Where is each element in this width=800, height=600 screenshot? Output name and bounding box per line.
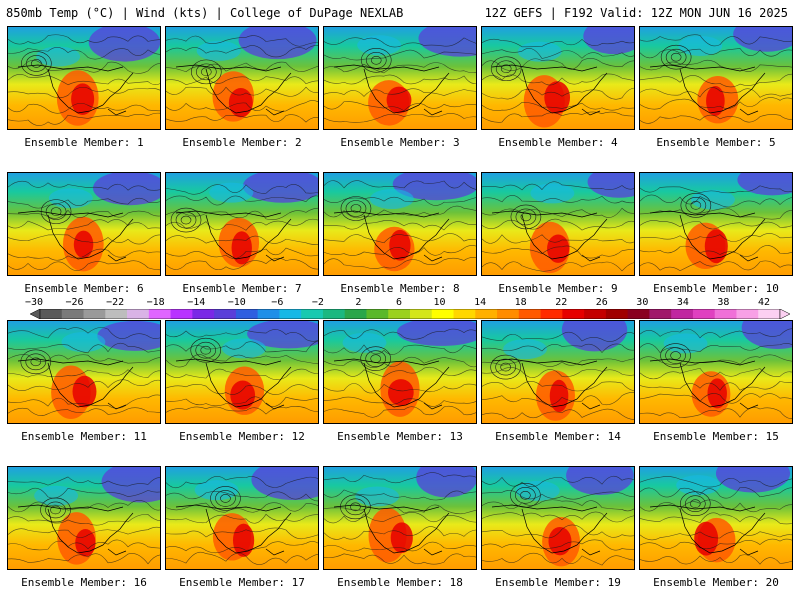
colorbar-segment <box>388 309 411 319</box>
colorbar-segment <box>344 309 367 319</box>
ensemble-member-label: Ensemble Member: 11 <box>21 430 147 443</box>
ensemble-member-label: Ensemble Member: 15 <box>653 430 779 443</box>
colorbar-tick-label: −30 <box>24 297 44 308</box>
ensemble-map-panel <box>639 172 793 276</box>
colorbar-segment <box>192 309 215 319</box>
ensemble-member-label: Ensemble Member: 12 <box>179 430 305 443</box>
colorbar-segment <box>649 309 672 319</box>
colorbar-tick-label: 10 <box>433 297 446 308</box>
ensemble-map-panel <box>7 466 161 570</box>
ensemble-map-panel <box>165 172 319 276</box>
colorbar-segment <box>61 309 85 319</box>
colorbar-tick-label: 26 <box>595 297 608 308</box>
colorbar-tick-label: −10 <box>227 297 246 308</box>
colorbar-tick-label: −14 <box>187 297 206 308</box>
colorbar-tick-label: 14 <box>474 297 487 308</box>
ensemble-member-label: Ensemble Member: 20 <box>653 576 779 589</box>
colorbar-segment <box>758 309 781 319</box>
colorbar-segment <box>431 309 455 319</box>
ensemble-member-label: Ensemble Member: 2 <box>182 136 302 149</box>
ensemble-member-label: Ensemble Member: 19 <box>495 576 621 589</box>
ensemble-map-panel <box>639 320 793 424</box>
colorbar-segment <box>105 309 128 319</box>
colorbar-segment <box>322 309 346 319</box>
ensemble-member-label: Ensemble Member: 4 <box>498 136 618 149</box>
chart-title: 850mb Temp (°C) | Wind (kts) | College o… <box>6 6 404 20</box>
colorbar-right-arrow <box>779 309 790 319</box>
ensemble-map-panel <box>7 172 161 276</box>
ensemble-member-label: Ensemble Member: 18 <box>337 576 463 589</box>
colorbar-segment <box>214 309 237 319</box>
ensemble-member-label: Ensemble Member: 10 <box>653 282 779 295</box>
colorbar-tick-label: 2 <box>355 297 362 308</box>
ensemble-map-panel <box>481 320 635 424</box>
colorbar-segment <box>692 309 716 319</box>
ensemble-map-panel <box>165 26 319 130</box>
ensemble-map-panel <box>481 466 635 570</box>
ensemble-map-panel <box>7 26 161 130</box>
ensemble-member-label: Ensemble Member: 9 <box>498 282 618 295</box>
ensemble-member-label: Ensemble Member: 3 <box>340 136 460 149</box>
colorbar-tick-label: −2 <box>311 297 324 308</box>
colorbar-segment <box>540 309 563 319</box>
colorbar-segment <box>605 309 629 319</box>
colorbar-tick-label: 42 <box>757 297 771 308</box>
ensemble-map-panel <box>323 320 477 424</box>
ensemble-member-label: Ensemble Member: 16 <box>21 576 147 589</box>
colorbar-segment <box>279 309 302 319</box>
colorbar-tick-label: 6 <box>395 297 403 308</box>
colorbar-segment <box>410 309 433 319</box>
colorbar-tick-label: 38 <box>717 297 730 308</box>
colorbar-tick-label: −22 <box>106 297 125 308</box>
colorbar-segment <box>235 309 259 319</box>
colorbar-segment <box>475 309 498 319</box>
ensemble-member-label: Ensemble Member: 7 <box>182 282 302 295</box>
ensemble-member-label: Ensemble Member: 1 <box>24 136 144 149</box>
run-valid-time: 12Z GEFS | F192 Valid: 12Z MON JUN 16 20… <box>484 6 788 20</box>
colorbar-tick-label: 22 <box>555 297 568 308</box>
ensemble-map-panel <box>323 26 477 130</box>
ensemble-member-label: Ensemble Member: 13 <box>337 430 463 443</box>
ensemble-member-label: Ensemble Member: 17 <box>179 576 305 589</box>
temperature-colorbar <box>30 309 790 319</box>
ensemble-member-label: Ensemble Member: 5 <box>656 136 776 149</box>
colorbar-segment <box>736 309 759 319</box>
colorbar-segment <box>627 309 650 319</box>
ensemble-map-panel <box>481 26 635 130</box>
colorbar-tick-label: −18 <box>146 297 165 308</box>
colorbar-tick-label: −26 <box>65 297 84 308</box>
ensemble-map-panel <box>639 26 793 130</box>
colorbar-segment <box>170 309 193 319</box>
colorbar-segment <box>562 309 585 319</box>
ensemble-member-label: Ensemble Member: 6 <box>24 282 144 295</box>
ensemble-map-panel <box>323 172 477 276</box>
colorbar-left-arrow <box>30 309 41 319</box>
ensemble-map-panel <box>323 466 477 570</box>
colorbar-segment <box>148 309 172 319</box>
colorbar-segment <box>714 309 737 319</box>
colorbar-tick-label: 18 <box>514 297 527 308</box>
colorbar-segment <box>584 309 607 319</box>
ensemble-map-panel <box>7 320 161 424</box>
colorbar-tick-label: −6 <box>271 297 284 308</box>
colorbar-segment <box>127 309 150 319</box>
colorbar-segment <box>40 309 63 319</box>
colorbar-segment <box>257 309 280 319</box>
colorbar-segment <box>301 309 324 319</box>
ensemble-member-label: Ensemble Member: 8 <box>340 282 460 295</box>
ensemble-member-label: Ensemble Member: 14 <box>495 430 621 443</box>
ensemble-map-panel <box>481 172 635 276</box>
colorbar-segment <box>497 309 520 319</box>
colorbar-segment <box>671 309 694 319</box>
ensemble-map-panel <box>165 320 319 424</box>
colorbar-segment <box>453 309 476 319</box>
colorbar-tick-label: 34 <box>676 297 689 308</box>
ensemble-map-panel <box>165 466 319 570</box>
ensemble-map-panel <box>639 466 793 570</box>
colorbar-segment <box>518 309 542 319</box>
colorbar-tick-label: 30 <box>636 297 649 308</box>
colorbar-segment <box>366 309 389 319</box>
colorbar-segment <box>83 309 106 319</box>
